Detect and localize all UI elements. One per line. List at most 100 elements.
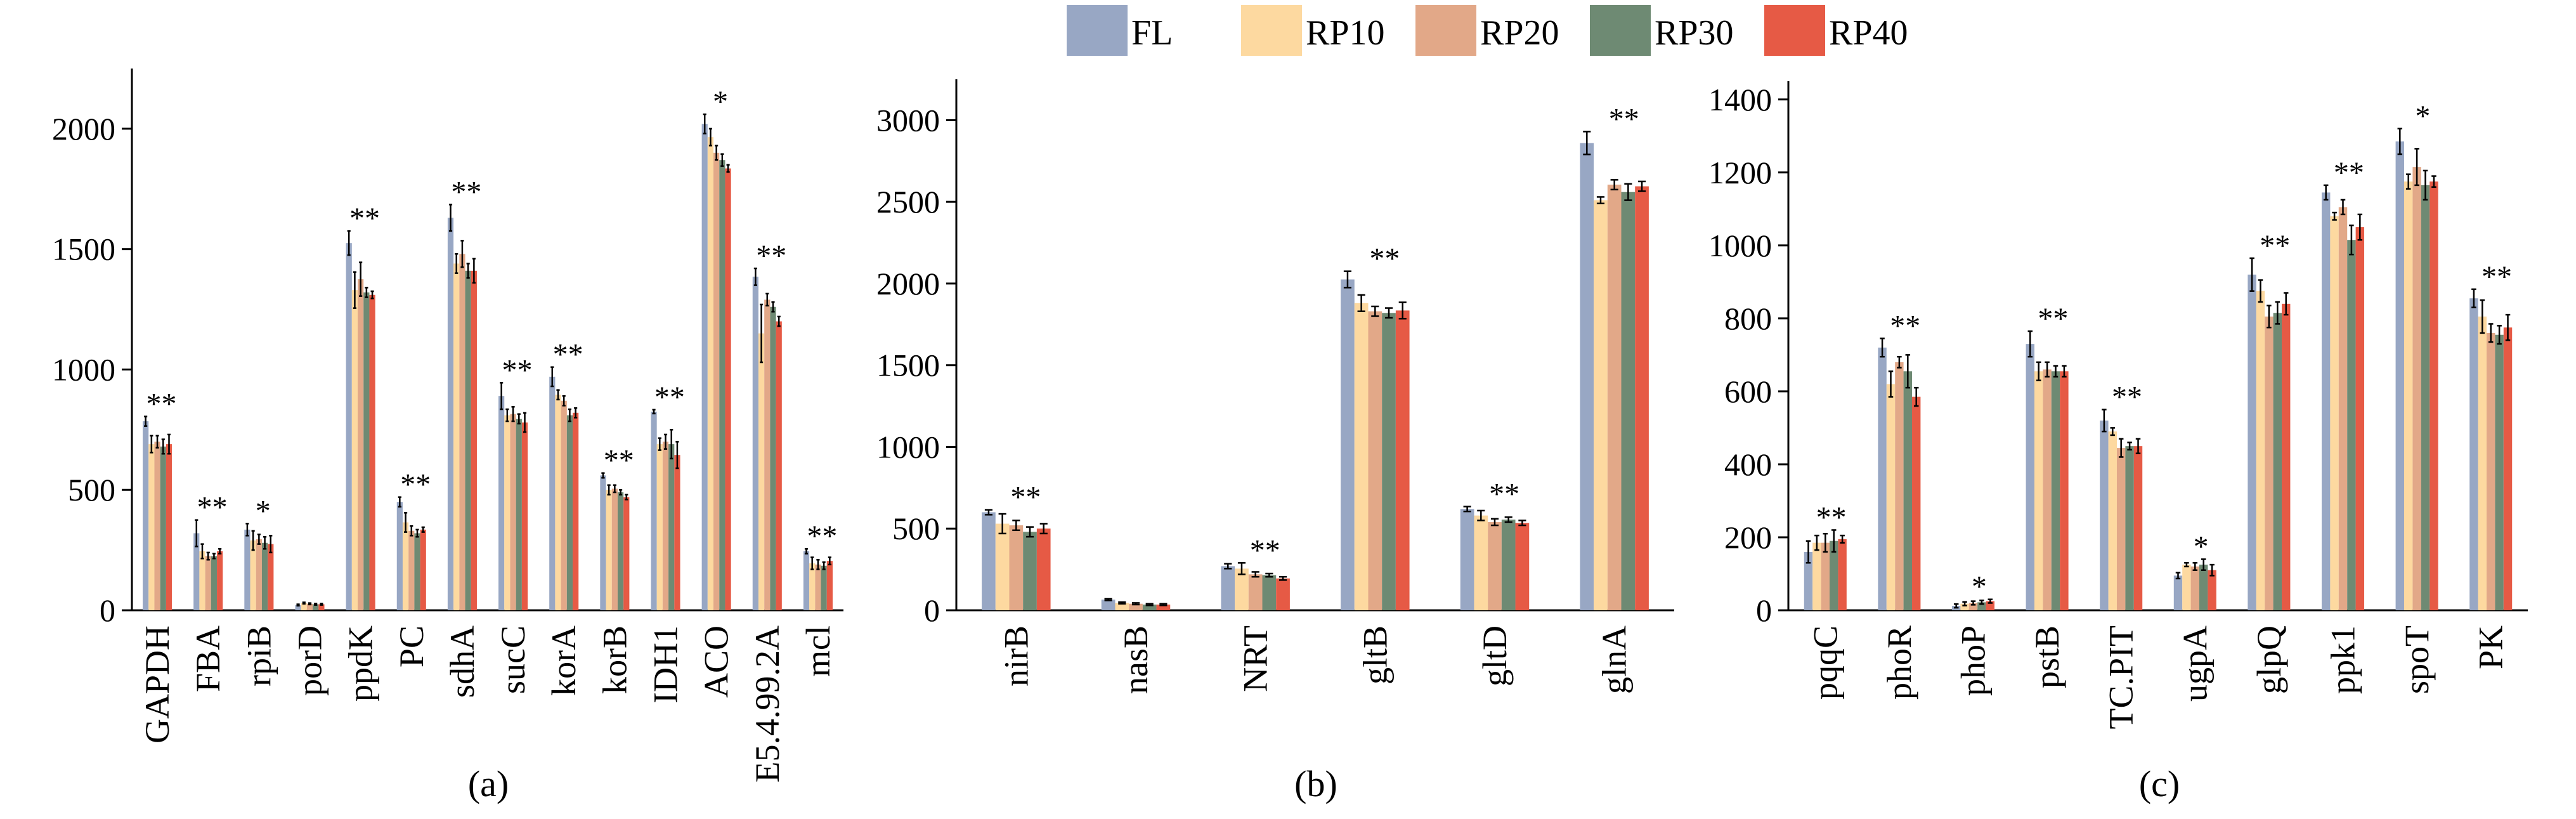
significance-marker: **	[756, 239, 786, 273]
bar-rp10-fba	[199, 551, 205, 610]
x-tick-label: nirB	[997, 626, 1035, 686]
x-tick-label: sucC	[494, 626, 532, 694]
bar-rp10-glpq	[2256, 291, 2265, 610]
x-tick-label: nasB	[1117, 626, 1155, 694]
significance-marker: *	[2415, 100, 2430, 133]
significance-marker: **	[1250, 534, 1280, 567]
bar-rp20-phor	[1895, 362, 1904, 610]
bar-rp20-kora	[561, 400, 567, 610]
bar-rp10-kora	[555, 395, 561, 610]
bar-rp30-nrt	[1262, 575, 1277, 610]
bar-rp30-nasb	[1142, 604, 1157, 610]
y-tick-label: 1200	[1708, 155, 1772, 190]
bar-rp30-pqqc	[1830, 541, 1838, 610]
bar-rp30-gapdh	[160, 446, 166, 610]
significance-marker: **	[451, 175, 481, 209]
bar-rp30-e5-4-99-2a	[770, 306, 776, 610]
x-tick-label: porD	[291, 626, 329, 696]
bar-fl-glna	[1580, 143, 1594, 610]
bar-rp40-pk	[2503, 327, 2513, 610]
bar-fl-sdha	[447, 218, 454, 610]
bar-rp40-pqqc	[1838, 539, 1847, 610]
significance-marker: **	[502, 353, 532, 387]
significance-marker: **	[2112, 381, 2142, 414]
bar-rp10-sdha	[453, 263, 460, 610]
significance-marker: **	[1816, 501, 1847, 534]
bar-rp40-mcl	[826, 561, 833, 610]
bar-fl-phor	[1878, 347, 1887, 610]
bar-rp10-pqqc	[1812, 542, 1821, 610]
x-tick-label: PC	[393, 626, 431, 667]
bar-rp20-glna	[1607, 185, 1622, 610]
bar-rp10-rpib	[250, 540, 256, 610]
legend-swatch-rp20	[1415, 5, 1476, 56]
significance-marker: **	[1010, 481, 1041, 514]
bar-fl-spot	[2395, 141, 2404, 610]
panel-a: 0 500 1000 1500 2000 ** GAPDH ** FBA * rpiB porD ** p…	[52, 69, 843, 804]
x-tick-label: pqqC	[1806, 626, 1844, 700]
bar-fl-gltd	[1460, 509, 1474, 610]
bar-rp40-nasb	[1156, 604, 1171, 610]
bar-fl-e5-4-99-2a	[752, 277, 758, 610]
bar-fl-succ	[498, 396, 505, 610]
bar-rp20-nirb	[1009, 525, 1024, 610]
bar-fl-nasb	[1101, 600, 1116, 610]
bar-rp30-gltb	[1382, 313, 1396, 610]
y-tick-label: 1500	[876, 348, 940, 383]
bar-rp30-sdha	[465, 270, 471, 610]
significance-marker: *	[713, 85, 728, 119]
bar-rp20-nasb	[1129, 603, 1143, 610]
significance-marker: **	[1609, 102, 1639, 136]
x-tick-label: sdhA	[443, 626, 481, 698]
bar-rp10-ugpa	[2182, 565, 2191, 610]
significance-marker: **	[146, 387, 176, 421]
bar-rp40-pord	[318, 604, 325, 610]
bar-rp10-gltb	[1354, 303, 1369, 610]
x-tick-label: korB	[595, 626, 634, 694]
bar-rp20-ugpa	[2190, 566, 2200, 610]
bar-rp20-aco	[713, 152, 720, 610]
x-tick-label: PK	[2472, 626, 2510, 669]
legend-swatch-fl	[1067, 5, 1128, 56]
bar-rp10-gapdh	[148, 444, 155, 610]
bar-rp40-gltd	[1515, 523, 1530, 610]
bar-rp20-korb	[611, 488, 618, 610]
x-tick-label: glnA	[1596, 626, 1634, 694]
bar-rp30-gltd	[1501, 520, 1516, 610]
bar-rp40-ppdk	[369, 294, 375, 610]
bar-rp30-fba	[211, 556, 218, 610]
bar-rp40-ppk1	[2355, 227, 2365, 610]
y-tick-label: 1500	[52, 232, 115, 267]
bar-rp30-pk	[2495, 334, 2504, 610]
bar-fl-pord	[295, 605, 301, 610]
bar-rp20-ppdk	[358, 279, 364, 611]
bar-rp20-phop	[1968, 603, 1978, 610]
significance-marker: **	[604, 444, 634, 478]
bar-rp10-ppdk	[351, 290, 358, 610]
bar-rp40-idh1	[674, 455, 680, 610]
panel-label: (a)	[468, 763, 509, 804]
x-tick-label: ppdK	[342, 626, 380, 702]
x-tick-label: ACO	[698, 626, 736, 698]
bar-rp20-gltd	[1488, 521, 1502, 610]
bar-rp30-rpib	[261, 542, 268, 610]
bar-fl-ugpa	[2173, 575, 2183, 610]
bar-rp40-e5-4-99-2a	[776, 321, 782, 610]
bar-rp10-korb	[606, 490, 612, 610]
legend-label-rp30: RP30	[1655, 13, 1734, 53]
bar-rp30-ppdk	[363, 292, 370, 610]
bar-rp20-pk	[2486, 332, 2495, 610]
bar-fl-nrt	[1221, 566, 1235, 610]
bar-rp20-succ	[510, 414, 516, 610]
bar-rp30-tc-pit	[2125, 446, 2134, 610]
legend-swatch-rp10	[1241, 5, 1302, 56]
bar-rp30-pstb	[2051, 371, 2060, 610]
bar-rp20-sdha	[459, 254, 465, 610]
bar-rp10-phop	[1960, 603, 1969, 610]
bar-rp10-glna	[1594, 200, 1608, 610]
bar-rp30-korb	[617, 492, 624, 610]
x-tick-label: spoT	[2398, 626, 2436, 694]
bar-rp20-mcl	[815, 564, 821, 610]
bar-rp20-rpib	[256, 539, 262, 610]
y-tick-label: 800	[1724, 301, 1772, 336]
